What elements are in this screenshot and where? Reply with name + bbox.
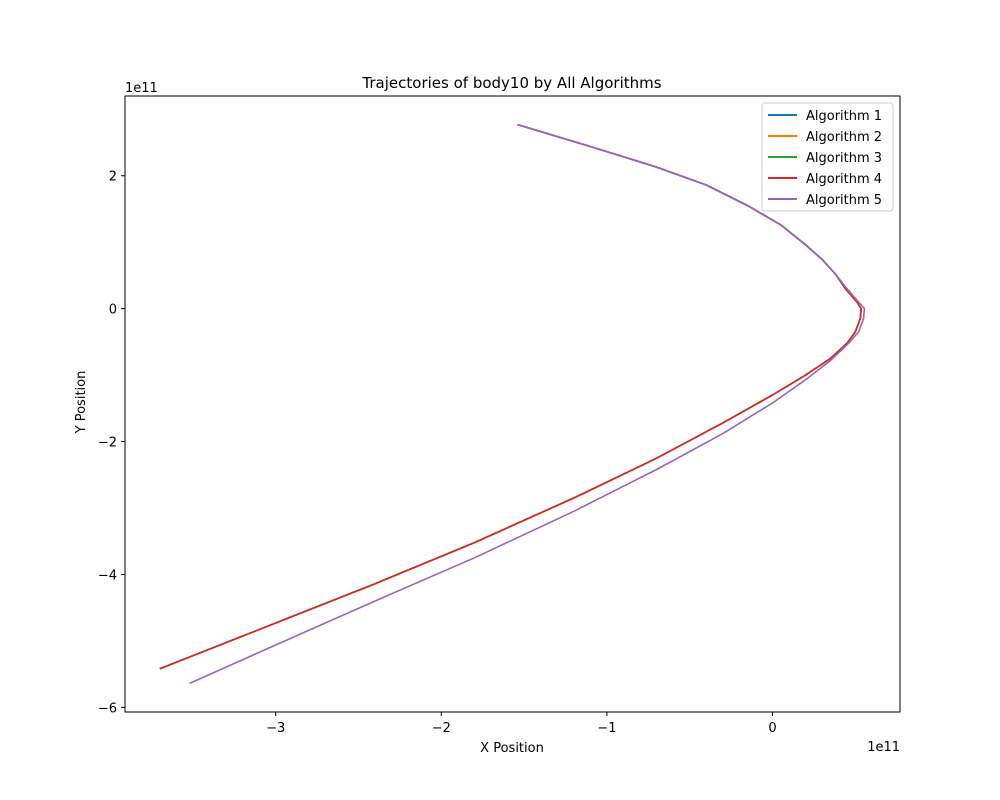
- y-axis-label: Y Position: [74, 371, 89, 435]
- axes: −3 −2 −1 0 −6 −4 −2 0 2: [98, 95, 901, 736]
- x-tick-label: −2: [432, 721, 451, 736]
- x-tick-label: −3: [266, 721, 285, 736]
- y-tick-label: −4: [98, 568, 117, 583]
- x-tick-label: 0: [768, 721, 776, 736]
- y-tick-label: 0: [109, 303, 117, 318]
- legend-label-algorithm-1: Algorithm 1: [806, 109, 882, 124]
- x-offset-text: 1e11: [867, 740, 900, 755]
- legend-label-algorithm-5: Algorithm 5: [806, 193, 882, 208]
- axes-frame: [124, 95, 901, 713]
- legend-label-algorithm-4: Algorithm 4: [806, 172, 882, 187]
- legend-label-algorithm-2: Algorithm 2: [806, 130, 882, 145]
- legend-box: [761, 102, 894, 212]
- y-tick-label: −6: [98, 701, 117, 716]
- chart-title: Trajectories of body10 by All Algorithms: [361, 74, 661, 92]
- legend-label-algorithm-3: Algorithm 3: [806, 151, 882, 166]
- y-tick-label: −2: [98, 436, 117, 451]
- y-offset-text: 1e11: [125, 81, 158, 96]
- x-axis-label: X Position: [480, 741, 544, 756]
- series-line-algorithm-5: [189, 123, 866, 685]
- legend: Algorithm 1 Algorithm 2 Algorithm 3 Algorit…: [761, 102, 894, 212]
- x-tick-label: −1: [597, 721, 616, 736]
- y-tick-label: 2: [109, 170, 117, 185]
